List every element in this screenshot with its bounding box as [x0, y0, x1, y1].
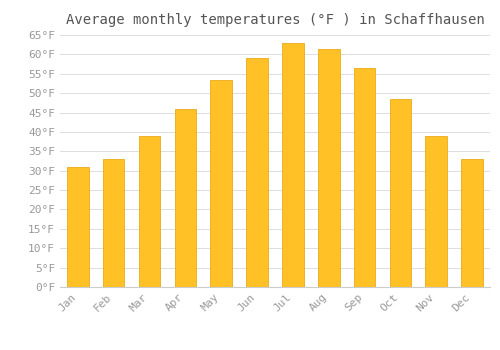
Bar: [174, 108, 196, 287]
Bar: [426, 136, 447, 287]
Bar: [282, 43, 304, 287]
Bar: [462, 159, 483, 287]
Bar: [139, 136, 160, 287]
Bar: [103, 159, 124, 287]
Bar: [390, 99, 411, 287]
Bar: [354, 68, 376, 287]
Title: Average monthly temperatures (°F ) in Schaffhausen: Average monthly temperatures (°F ) in Sc…: [66, 13, 484, 27]
Bar: [318, 49, 340, 287]
Bar: [246, 58, 268, 287]
Bar: [210, 79, 232, 287]
Bar: [67, 167, 88, 287]
